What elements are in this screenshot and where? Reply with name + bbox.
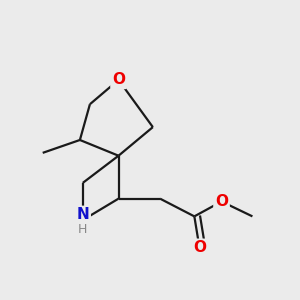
Text: O: O — [215, 194, 228, 209]
Text: O: O — [112, 72, 125, 87]
Text: O: O — [193, 240, 206, 255]
Text: H: H — [78, 223, 88, 236]
Text: N: N — [76, 207, 89, 222]
